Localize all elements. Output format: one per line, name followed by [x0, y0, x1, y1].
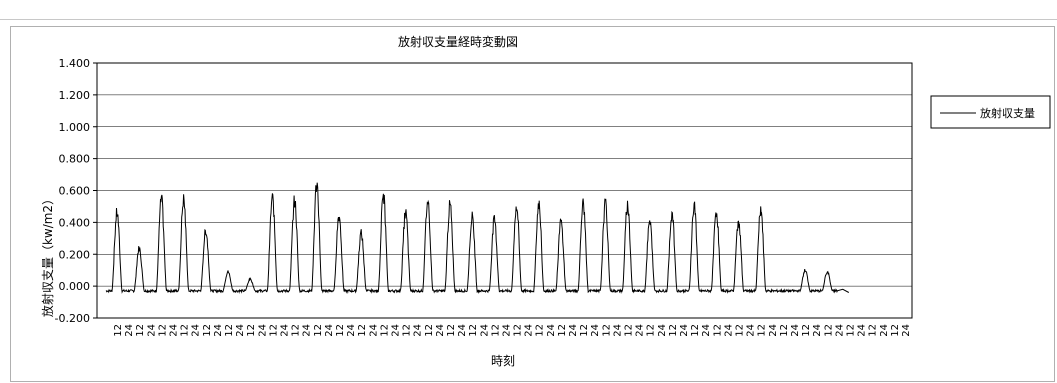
- x-tick-label: 12: [712, 324, 723, 337]
- x-tick-label: 12: [135, 324, 146, 337]
- x-tick-label: 12: [357, 324, 368, 337]
- x-tick-label: 12: [690, 324, 701, 337]
- x-tick-label: 12: [224, 324, 235, 337]
- x-tick-label: 12: [468, 324, 479, 337]
- x-tick-label: 12: [202, 324, 213, 337]
- x-tick-label: 12: [513, 324, 524, 337]
- x-tick-label: 24: [901, 324, 912, 337]
- x-tick-label: 12: [601, 324, 612, 337]
- x-tick-label: 12: [313, 324, 324, 337]
- y-tick-label: 1.400: [59, 57, 91, 70]
- legend-box: [930, 95, 1051, 129]
- x-tick-label: 24: [213, 324, 224, 337]
- y-tick-label: 0.600: [59, 185, 91, 198]
- x-tick-label: 24: [612, 324, 623, 337]
- x-tick-label: 12: [424, 324, 435, 337]
- x-tick-label: 12: [490, 324, 501, 337]
- legend-item-label: 放射収支量: [980, 106, 1035, 120]
- y-tick-label: 0.000: [59, 280, 91, 293]
- x-tick-label: 12: [291, 324, 302, 337]
- x-tick-label: 12: [535, 324, 546, 337]
- x-tick-label: 24: [413, 324, 424, 337]
- x-tick-label: 24: [723, 324, 734, 337]
- series-line-radiation: [105, 182, 850, 295]
- x-tick-label: 12: [113, 324, 124, 337]
- x-tick-label: 12: [268, 324, 279, 337]
- x-tick-label: 12: [779, 324, 790, 337]
- x-tick-label: 24: [524, 324, 535, 337]
- x-tick-label: 24: [879, 324, 890, 337]
- x-tick-label: 12: [557, 324, 568, 337]
- x-tick-label: 12: [646, 324, 657, 337]
- x-tick-label: 24: [790, 324, 801, 337]
- x-tick-label: 12: [846, 324, 857, 337]
- x-tick-label: 24: [191, 324, 202, 337]
- x-tick-label: 24: [679, 324, 690, 337]
- x-tick-label: 12: [246, 324, 257, 337]
- chart-title: 放射収支量経時変動図: [398, 34, 518, 49]
- x-tick-label: 24: [435, 324, 446, 337]
- x-tick-label: 12: [868, 324, 879, 337]
- x-tick-label: 24: [390, 324, 401, 337]
- chart-frame: [10, 26, 1055, 382]
- y-axis-ticks: 1.400 1.200 1.000 0.800 0.600 0.400 0.200 0.000…: [55, 57, 97, 325]
- x-tick-label: 12: [446, 324, 457, 337]
- y-tick-label: 0.800: [59, 153, 91, 166]
- x-tick-label: 24: [235, 324, 246, 337]
- x-tick-label: 24: [368, 324, 379, 337]
- legend: 放射収支量: [930, 95, 1051, 129]
- x-tick-label: 24: [590, 324, 601, 337]
- x-tick-label: 12: [579, 324, 590, 337]
- x-tick-label: 12: [624, 324, 635, 337]
- x-tick-label: 24: [346, 324, 357, 337]
- x-axis-ticks: 12 24 12 24 12 24 12 24 12 24 12 24 12 24 12 24 12 24 12 24…: [113, 324, 912, 337]
- x-tick-label: 24: [746, 324, 757, 337]
- x-tick-label: 24: [279, 324, 290, 337]
- grid-lines: [97, 62, 912, 319]
- y-tick-label: 0.200: [59, 248, 91, 261]
- x-tick-label: 24: [812, 324, 823, 337]
- x-tick-label: 24: [324, 324, 335, 337]
- x-tick-label: 24: [501, 324, 512, 337]
- x-axis-label: 時刻: [491, 354, 515, 368]
- x-tick-label: 24: [457, 324, 468, 337]
- y-tick-label: 1.000: [59, 121, 91, 134]
- x-tick-label: 24: [857, 324, 868, 337]
- y-tick-label: 0.400: [59, 216, 91, 229]
- x-tick-label: 12: [890, 324, 901, 337]
- y-tick-label: 1.200: [59, 89, 91, 102]
- x-tick-label: 12: [757, 324, 768, 337]
- x-tick-label: 24: [479, 324, 490, 337]
- x-tick-label: 12: [335, 324, 346, 337]
- x-tick-label: 12: [735, 324, 746, 337]
- x-tick-label: 24: [635, 324, 646, 337]
- y-axis-label: 放射収支量（kw/m2）: [40, 193, 55, 317]
- x-tick-label: 24: [568, 324, 579, 337]
- x-tick-label: 24: [168, 324, 179, 337]
- x-tick-label: 12: [668, 324, 679, 337]
- top-divider: [0, 19, 1057, 20]
- x-tick-label: 24: [257, 324, 268, 337]
- x-tick-label: 24: [834, 324, 845, 337]
- y-tick-label: -0.200: [55, 312, 90, 325]
- x-tick-label: 24: [768, 324, 779, 337]
- x-tick-label: 24: [146, 324, 157, 337]
- x-tick-label: 12: [402, 324, 413, 337]
- x-tick-label: 24: [124, 324, 135, 337]
- x-tick-label: 12: [180, 324, 191, 337]
- x-tick-label: 12: [801, 324, 812, 337]
- x-tick-label: 24: [302, 324, 313, 337]
- x-tick-label: 12: [157, 324, 168, 337]
- x-tick-label: 12: [823, 324, 834, 337]
- x-tick-label: 24: [701, 324, 712, 337]
- x-tick-label: 24: [657, 324, 668, 337]
- x-tick-label: 24: [546, 324, 557, 337]
- x-tick-label: 12: [379, 324, 390, 337]
